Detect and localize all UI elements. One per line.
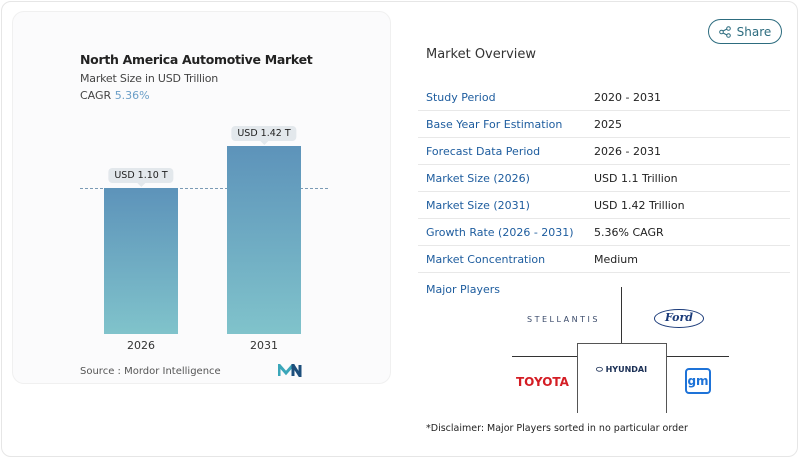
overview-row: Base Year For Estimation 2025 [418, 111, 790, 138]
source: Source : Mordor Intelligence [80, 366, 221, 377]
cagr: CAGR 5.36% [80, 89, 150, 102]
row-label: Study Period [426, 90, 496, 104]
row-value: USD 1.42 Trillion [594, 198, 685, 212]
share-icon [718, 25, 731, 38]
x-tick-label: 2031 [250, 339, 278, 352]
row-label: Forecast Data Period [426, 144, 541, 158]
overview-title: Market Overview [426, 47, 537, 62]
data-label: USD 1.42 T [231, 126, 297, 145]
row-value: USD 1.1 Trillion [594, 171, 678, 185]
cagr-value: 5.36% [114, 89, 150, 102]
logo-box [577, 343, 667, 413]
reference-line [80, 188, 328, 189]
row-value: 2025 [594, 117, 622, 131]
chart-subtitle: Market Size in USD Trillion [80, 72, 219, 85]
divider [512, 356, 577, 357]
row-label: Market Concentration [426, 252, 546, 266]
row-value: 5.36% CAGR [594, 225, 664, 239]
bar-2031 [227, 146, 301, 334]
ford-logo: Ford [654, 309, 704, 328]
row-value: 2026 - 2031 [594, 144, 661, 158]
overview-row: Market Size (2026) USD 1.1 Trillion [418, 165, 790, 192]
row-value: Medium [594, 252, 638, 266]
chart-title: North America Automotive Market [80, 52, 313, 67]
overview-row: Market Concentration Medium [418, 246, 790, 273]
row-label: Market Size (2026) [426, 171, 530, 185]
mordor-logo-icon [278, 364, 302, 377]
hyundai-logo: ⬭ HYUNDAI [596, 365, 648, 374]
data-label: USD 1.10 T [108, 168, 174, 188]
stellantis-logo: STELLANTIS [527, 315, 600, 324]
row-label: Growth Rate (2026 - 2031) [426, 225, 574, 239]
disclaimer: *Disclaimer: Major Players sorted in no … [426, 423, 688, 434]
chart-card [12, 11, 391, 384]
overview-row: Study Period 2020 - 2031 [418, 84, 790, 111]
overview-row: Market Size (2031) USD 1.42 Trillion [418, 192, 790, 219]
share-label: Share [736, 24, 772, 39]
gm-logo: gm [685, 368, 711, 394]
divider [666, 356, 729, 357]
x-tick-label: 2026 [127, 339, 155, 352]
row-label: Base Year For Estimation [426, 117, 563, 131]
divider [621, 287, 622, 343]
overview-row: Forecast Data Period 2026 - 2031 [418, 138, 790, 165]
row-label: Market Size (2031) [426, 198, 530, 212]
cagr-label: CAGR [80, 89, 112, 102]
share-button[interactable]: Share [708, 19, 782, 44]
overview-row: Growth Rate (2026 - 2031) 5.36% CAGR [418, 219, 790, 246]
major-players-title: Major Players [426, 283, 500, 296]
row-value: 2020 - 2031 [594, 90, 661, 104]
toyota-logo: TOYOTA [516, 375, 569, 389]
bar-2026 [104, 188, 178, 334]
